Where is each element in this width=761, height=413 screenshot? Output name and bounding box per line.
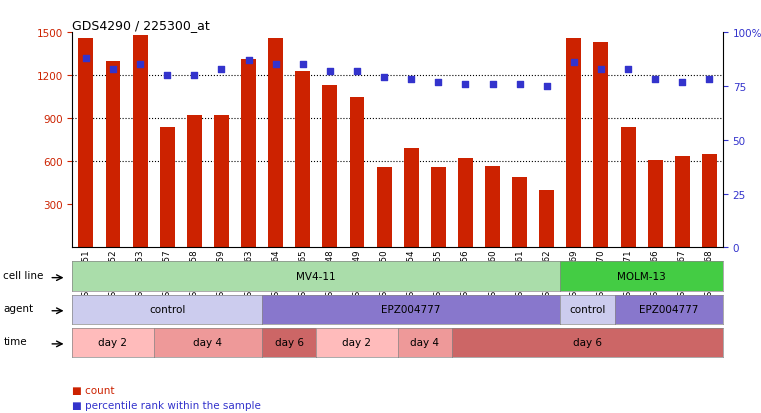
Text: MV4-11: MV4-11: [297, 271, 336, 282]
Point: [568, 60, 580, 66]
Text: time: time: [4, 336, 27, 346]
Bar: [160, 128, 174, 248]
Bar: [621, 128, 635, 248]
Text: day 6: day 6: [573, 337, 602, 348]
Text: control: control: [569, 304, 606, 315]
Bar: [648, 161, 663, 248]
Point: [703, 77, 715, 83]
Point: [243, 58, 255, 64]
Text: day 2: day 2: [342, 337, 371, 348]
Text: EPZ004777: EPZ004777: [639, 304, 699, 315]
Point: [107, 66, 119, 73]
Point: [677, 79, 689, 86]
Bar: [566, 39, 581, 248]
Point: [134, 62, 146, 69]
Bar: [295, 72, 310, 248]
Bar: [702, 155, 717, 248]
Bar: [106, 62, 120, 248]
Bar: [404, 149, 419, 248]
Bar: [323, 86, 337, 248]
Bar: [431, 168, 446, 248]
Text: day 2: day 2: [98, 337, 127, 348]
Text: day 4: day 4: [193, 337, 222, 348]
Point: [80, 55, 92, 62]
Bar: [132, 36, 148, 248]
Text: EPZ004777: EPZ004777: [381, 304, 441, 315]
Bar: [458, 159, 473, 248]
Text: agent: agent: [4, 303, 33, 313]
Point: [460, 81, 472, 88]
Text: cell line: cell line: [4, 270, 44, 280]
Text: ■ count: ■ count: [72, 385, 115, 395]
Bar: [187, 116, 202, 248]
Point: [269, 62, 282, 69]
Text: day 4: day 4: [410, 337, 439, 348]
Bar: [512, 178, 527, 248]
Point: [432, 79, 444, 86]
Bar: [377, 168, 391, 248]
Point: [188, 73, 200, 79]
Point: [378, 75, 390, 81]
Text: GDS4290 / 225300_at: GDS4290 / 225300_at: [72, 19, 210, 32]
Text: control: control: [149, 304, 186, 315]
Bar: [78, 39, 94, 248]
Point: [595, 66, 607, 73]
Text: MOLM-13: MOLM-13: [617, 271, 666, 282]
Point: [514, 81, 526, 88]
Point: [215, 66, 228, 73]
Bar: [540, 190, 554, 248]
Bar: [349, 97, 365, 248]
Text: ■ percentile rank within the sample: ■ percentile rank within the sample: [72, 400, 261, 410]
Bar: [241, 60, 256, 248]
Point: [649, 77, 661, 83]
Bar: [268, 39, 283, 248]
Point: [405, 77, 417, 83]
Bar: [675, 156, 689, 248]
Point: [540, 83, 552, 90]
Bar: [214, 116, 229, 248]
Bar: [485, 166, 500, 248]
Text: day 6: day 6: [275, 337, 304, 348]
Point: [486, 81, 498, 88]
Point: [323, 69, 336, 75]
Point: [297, 62, 309, 69]
Point: [351, 69, 363, 75]
Point: [622, 66, 634, 73]
Point: [161, 73, 174, 79]
Bar: [594, 43, 608, 248]
